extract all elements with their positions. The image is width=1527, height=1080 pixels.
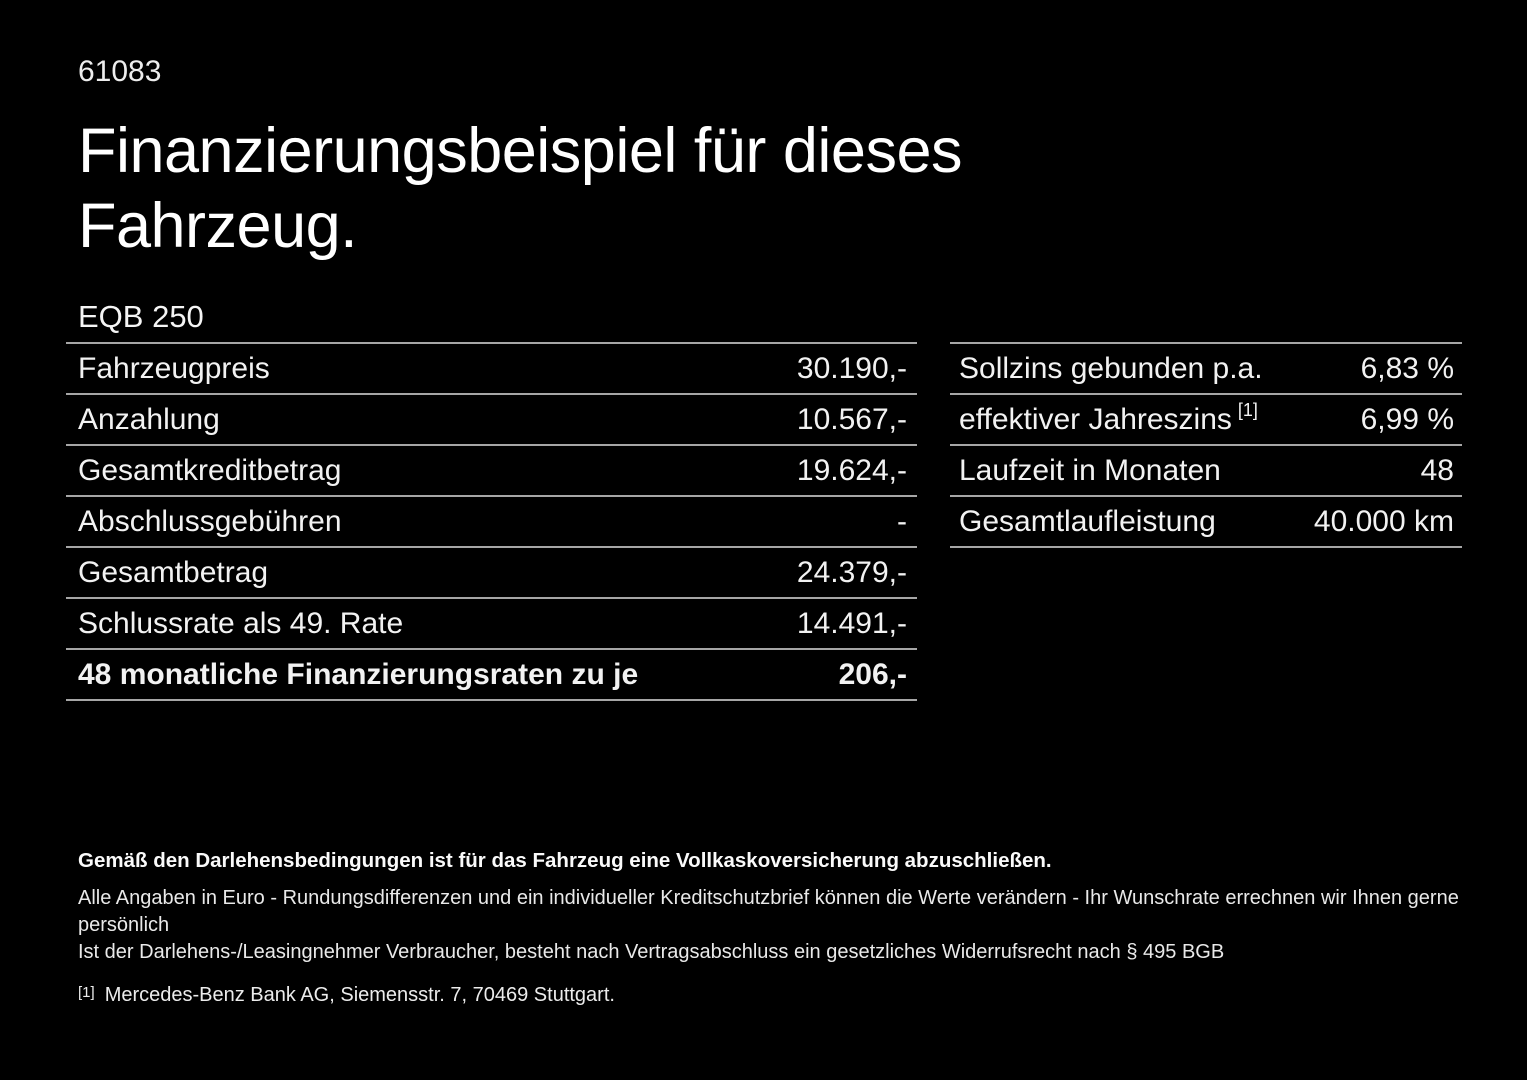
vehicle-model: EQB 250 xyxy=(78,299,204,334)
insurance-note: Gemäß den Darlehensbedingungen ist für d… xyxy=(78,849,1052,872)
page-title-line1: Finanzierungsbeispiel für dieses xyxy=(78,116,963,186)
row-label: Abschlussgebühren xyxy=(78,504,342,538)
conditions-table: Sollzins gebunden p.a. 6,83 % effektiver… xyxy=(950,342,1462,548)
financing-table: Fahrzeugpreis 30.190,- Anzahlung 10.567,… xyxy=(66,342,917,701)
row-label: Gesamtkreditbetrag xyxy=(78,453,342,487)
row-label: Anzahlung xyxy=(78,402,220,436)
table-row: effektiver Jahreszins [1] 6,99 % xyxy=(950,393,1462,444)
row-value: 6,83 % xyxy=(1360,351,1454,385)
table-row: Anzahlung 10.567,- xyxy=(66,393,917,444)
row-label: effektiver Jahreszins [1] xyxy=(959,400,1258,436)
row-value: - xyxy=(897,504,907,538)
disclaimer-line: Alle Angaben in Euro - Rundungsdifferenz… xyxy=(78,887,1459,936)
row-label: Fahrzeugpreis xyxy=(78,351,270,385)
page-title-line2: Fahrzeug. xyxy=(78,191,358,261)
row-label: Schlussrate als 49. Rate xyxy=(78,606,404,640)
table-row: Gesamtbetrag 24.379,- xyxy=(66,546,917,597)
legal-notes: Gemäß den Darlehensbedingungen ist für d… xyxy=(78,849,1478,1007)
row-value: 14.491,- xyxy=(796,606,907,640)
row-label: Sollzins gebunden p.a. xyxy=(959,352,1263,385)
table-row: Sollzins gebunden p.a. 6,83 % xyxy=(950,342,1462,393)
footnote-ref: [1] xyxy=(1237,400,1258,420)
row-value: 40.000 km xyxy=(1313,504,1454,538)
table-row: Fahrzeugpreis 30.190,- xyxy=(66,342,917,393)
disclaimer-line: Ist der Darlehens-/Leasingnehmer Verbrau… xyxy=(78,941,1225,963)
table-row: Laufzeit in Monaten 48 xyxy=(950,444,1462,495)
table-row: Gesamtlaufleistung 40.000 km xyxy=(950,495,1462,546)
row-value: 10.567,- xyxy=(796,402,907,436)
row-value: 24.379,- xyxy=(796,555,907,589)
offer-id: 61083 xyxy=(78,55,162,88)
row-value: 48 xyxy=(1420,453,1454,487)
page-title: Finanzierungsbeispiel für dieses Fahrzeu… xyxy=(78,114,963,264)
row-label: 48 monatliche Finanzierungsraten zu je xyxy=(78,657,639,691)
row-value: 206,- xyxy=(838,657,907,691)
footnote-text: Mercedes-Benz Bank AG, Siemensstr. 7, 70… xyxy=(104,984,615,1006)
row-value: 19.624,- xyxy=(796,453,907,487)
table-row: Gesamtkreditbetrag 19.624,- xyxy=(66,444,917,495)
row-label: Laufzeit in Monaten xyxy=(959,454,1221,487)
bank-footnote: [1] Mercedes-Benz Bank AG, Siemensstr. 7,… xyxy=(78,984,1478,1007)
table-row: Schlussrate als 49. Rate 14.491,- xyxy=(66,597,917,648)
row-label: Gesamtlaufleistung xyxy=(959,505,1216,538)
table-row-monthly-rate: 48 monatliche Finanzierungsraten zu je 2… xyxy=(66,648,917,699)
row-value: 6,99 % xyxy=(1360,402,1454,436)
row-label: Gesamtbetrag xyxy=(78,555,269,589)
row-value: 30.190,- xyxy=(796,351,907,385)
table-row: Abschlussgebühren - xyxy=(66,495,917,546)
footnote-marker: [1] xyxy=(78,984,95,1001)
